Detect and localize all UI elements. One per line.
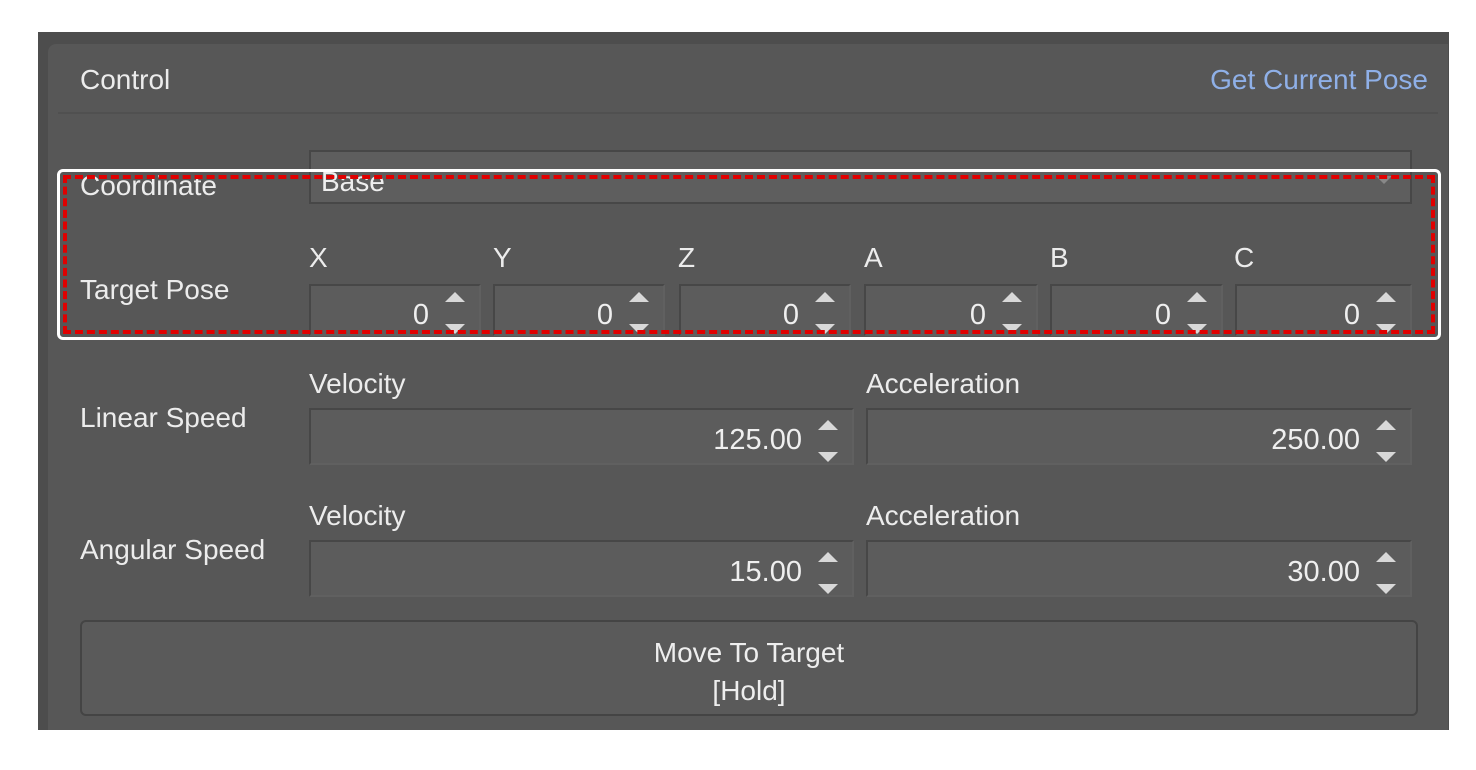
arrow-up-icon[interactable]: [445, 292, 465, 302]
highlight-box: [57, 169, 1441, 340]
axis-label-b: B: [1050, 242, 1069, 273]
arrow-up-icon[interactable]: [1376, 292, 1396, 302]
spin-value: 0: [1343, 299, 1360, 331]
move-button-label: Move To Target: [653, 637, 845, 668]
axis-label-y: Y: [493, 242, 512, 273]
axis-label-c: C: [1234, 242, 1255, 273]
axis-label-x: X: [309, 242, 328, 273]
arrow-up-icon[interactable]: [1376, 420, 1396, 430]
arrow-down-icon[interactable]: [818, 584, 838, 594]
spin-value: 0: [412, 299, 429, 331]
spin-value: 0: [1154, 299, 1171, 331]
linear-acceleration-label: Acceleration: [866, 368, 1021, 399]
arrow-up-icon[interactable]: [1002, 292, 1022, 302]
spin-value: 0: [782, 299, 799, 331]
angular-acceleration-spinbox[interactable]: 30.00: [866, 540, 1412, 597]
move-button-sublabel: [Hold]: [712, 675, 786, 706]
angular-velocity-label: Velocity: [309, 500, 406, 531]
spin-value: 15.00: [729, 556, 802, 588]
arrow-up-icon[interactable]: [815, 292, 835, 302]
arrow-down-icon[interactable]: [1376, 452, 1396, 462]
spin-value: 30.00: [1287, 556, 1360, 588]
header-divider: [58, 112, 1438, 114]
arrow-up-icon[interactable]: [629, 292, 649, 302]
axis-label-a: A: [864, 242, 883, 273]
spin-value: 0: [596, 299, 613, 331]
arrow-down-icon[interactable]: [1376, 584, 1396, 594]
linear-acceleration-spinbox[interactable]: 250.00: [866, 408, 1412, 465]
linear-velocity-label: Velocity: [309, 368, 406, 399]
chevron-down-icon: [1376, 176, 1392, 184]
spin-value: 0: [969, 299, 986, 331]
angular-velocity-spinbox[interactable]: 15.00: [309, 540, 854, 597]
angular-speed-label: Angular Speed: [80, 534, 266, 565]
arrow-down-icon[interactable]: [629, 324, 649, 334]
arrow-down-icon[interactable]: [1376, 324, 1396, 334]
spinbox-b[interactable]: 0: [1050, 284, 1223, 336]
spin-value: 125.00: [713, 424, 802, 456]
spinbox-z[interactable]: 0: [679, 284, 851, 336]
spinbox-x[interactable]: 0: [309, 284, 481, 336]
get-current-pose-link[interactable]: Get Current Pose: [1210, 64, 1428, 95]
target-pose-label: Target Pose: [80, 274, 230, 305]
panel-title: Control: [80, 64, 171, 95]
spin-value: 250.00: [1271, 424, 1360, 456]
arrow-up-icon[interactable]: [1187, 292, 1207, 302]
axis-label-z: Z: [678, 242, 696, 273]
linear-speed-label: Linear Speed: [80, 402, 247, 433]
arrow-down-icon[interactable]: [815, 324, 835, 334]
spinbox-c[interactable]: 0: [1235, 284, 1412, 336]
arrow-down-icon[interactable]: [445, 324, 465, 334]
arrow-down-icon[interactable]: [1002, 324, 1022, 334]
arrow-up-icon[interactable]: [818, 552, 838, 562]
spinbox-a[interactable]: 0: [864, 284, 1038, 336]
arrow-up-icon[interactable]: [818, 420, 838, 430]
arrow-down-icon[interactable]: [818, 452, 838, 462]
angular-acceleration-label: Acceleration: [866, 500, 1021, 531]
arrow-up-icon[interactable]: [1376, 552, 1396, 562]
arrow-down-icon[interactable]: [1187, 324, 1207, 334]
spinbox-y[interactable]: 0: [493, 284, 665, 336]
linear-velocity-spinbox[interactable]: 125.00: [309, 408, 854, 465]
move-to-target-button[interactable]: Move To Target [Hold]: [80, 620, 1418, 716]
